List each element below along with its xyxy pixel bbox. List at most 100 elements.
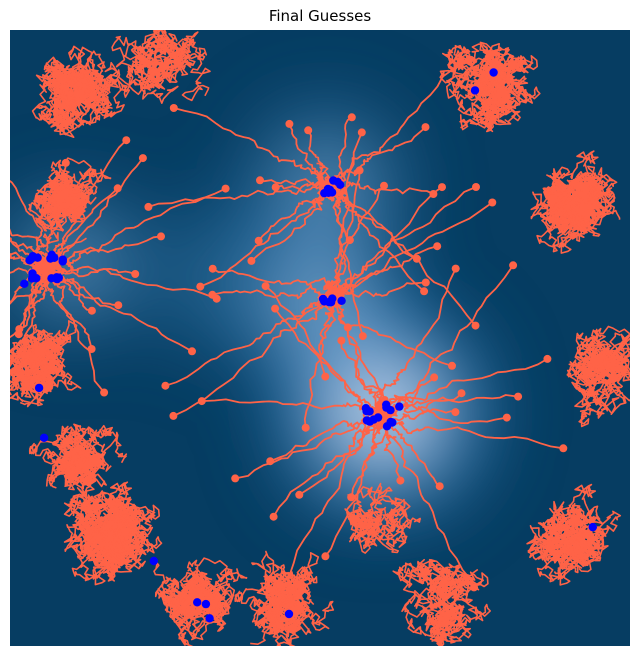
trajectory-start-3 [321, 552, 330, 561]
trajectory-start-16 [396, 476, 405, 485]
trajectory-line-14 [478, 66, 541, 133]
trajectory-start-17 [502, 413, 511, 422]
trajectory-start-20 [470, 583, 478, 592]
trajectory-start-9 [337, 336, 346, 345]
trajectory-start-22 [514, 392, 523, 401]
trajectory-start-46 [456, 58, 465, 66]
final-guess-point-11 [373, 413, 383, 422]
trajectory-start-74 [100, 388, 109, 397]
final-guess-point-47 [34, 383, 44, 393]
final-guess-point-48 [39, 433, 49, 442]
trajectory-start-68 [113, 184, 122, 193]
trajectory-start-52 [412, 254, 421, 263]
trajectory-start-23 [559, 444, 568, 453]
trajectory-start-81 [0, 215, 2, 223]
trajectory-line-121 [148, 175, 334, 208]
trajectory-start-67 [212, 294, 221, 303]
trajectory-start-47 [420, 287, 429, 296]
trajectory-line-53 [411, 558, 489, 601]
trajectory-endpoints [0, 58, 568, 592]
trajectory-start-43 [271, 183, 280, 192]
trajectory-start-40 [256, 176, 264, 185]
trajectory-start-79 [157, 232, 165, 241]
trajectory-start-76 [122, 136, 131, 145]
trajectory-start-51 [169, 104, 178, 112]
trajectory-start-29 [438, 183, 446, 192]
trajectory-start-27 [472, 183, 480, 191]
trajectory-start-25 [161, 381, 170, 390]
final-guess-point-51 [193, 598, 202, 607]
trajectory-start-28 [357, 128, 366, 137]
trajectory-start-6 [271, 304, 280, 313]
final-guess-point-17 [337, 296, 346, 305]
trajectory-start-64 [114, 301, 123, 310]
trajectory-start-41 [358, 332, 367, 341]
trajectory-line-96 [165, 292, 323, 387]
final-guess-point-26 [325, 185, 335, 195]
trajectory-start-1 [451, 408, 460, 417]
trajectory-start-56 [254, 236, 263, 245]
trajectory-start-57 [421, 123, 430, 132]
trajectory-line-26 [567, 332, 626, 428]
final-guess-point-43 [50, 253, 59, 262]
final-guess-point-49 [588, 522, 597, 532]
trajectory-start-8 [347, 493, 356, 502]
final-guess-point-42 [32, 274, 41, 283]
final-guess-point-44 [489, 68, 498, 77]
trajectory-start-21 [509, 261, 518, 270]
final-guess-point-45 [470, 86, 480, 95]
trajectory-line-30 [10, 320, 78, 391]
final-guess-point-53 [205, 614, 214, 623]
final-guess-point-41 [33, 253, 42, 262]
trajectory-line-40 [80, 498, 147, 568]
trajectory-start-13 [430, 373, 439, 382]
trajectory-start-11 [276, 581, 284, 590]
trajectory-start-18 [231, 474, 240, 483]
trajectory-line-45 [173, 557, 248, 640]
trajectory-line-21 [542, 175, 609, 228]
trajectory-line-61 [344, 497, 422, 548]
trajectory-line-50 [251, 550, 320, 630]
final-guess-point-19 [326, 298, 336, 307]
final-guess-point-8 [382, 422, 392, 431]
chart-title: Final Guesses [268, 7, 372, 25]
trajectory-start-48 [304, 126, 313, 135]
trajectory-line-22 [553, 171, 607, 232]
trajectory-start-10 [261, 282, 270, 291]
trajectory-line-54 [429, 597, 492, 646]
trajectory-start-44 [196, 282, 205, 291]
trajectory-start-61 [221, 184, 230, 193]
trajectory-line-94 [371, 402, 394, 451]
trajectory-start-55 [471, 321, 480, 330]
trajectory-start-50 [347, 113, 356, 122]
trajectory-start-72 [61, 158, 70, 167]
trajectory-start-42 [429, 190, 438, 198]
trajectory-line-69 [52, 426, 128, 487]
final-guess-point-46 [20, 279, 29, 288]
trajectory-start-82 [87, 345, 96, 353]
trajectory-line-108 [318, 289, 333, 377]
trajectory-start-35 [448, 361, 456, 370]
trajectory-start-7 [343, 323, 352, 332]
trajectory-start-75 [21, 337, 30, 346]
trajectory-start-5 [197, 397, 206, 406]
trajectory-start-4 [266, 457, 275, 466]
trajectory-line-64 [33, 168, 98, 232]
final-guess-point-27 [329, 176, 338, 185]
trajectory-start-12 [543, 354, 552, 363]
trajectory-line-107 [303, 299, 337, 428]
final-guess-point-9 [395, 402, 404, 411]
final-guess-points [20, 68, 597, 623]
trajectory-start-32 [488, 198, 497, 207]
trajectory-line-59 [528, 483, 597, 575]
trajectory-start-34 [433, 242, 442, 251]
final-guess-point-54 [284, 609, 294, 619]
trajectory-start-54 [247, 256, 256, 265]
trajectory-start-39 [421, 278, 430, 287]
trajectory-line-8 [130, 30, 211, 102]
trajectory-start-49 [144, 202, 153, 211]
trajectory-start-37 [321, 372, 330, 381]
trajectory-start-58 [131, 270, 140, 278]
heat-core-4 [177, 239, 252, 314]
